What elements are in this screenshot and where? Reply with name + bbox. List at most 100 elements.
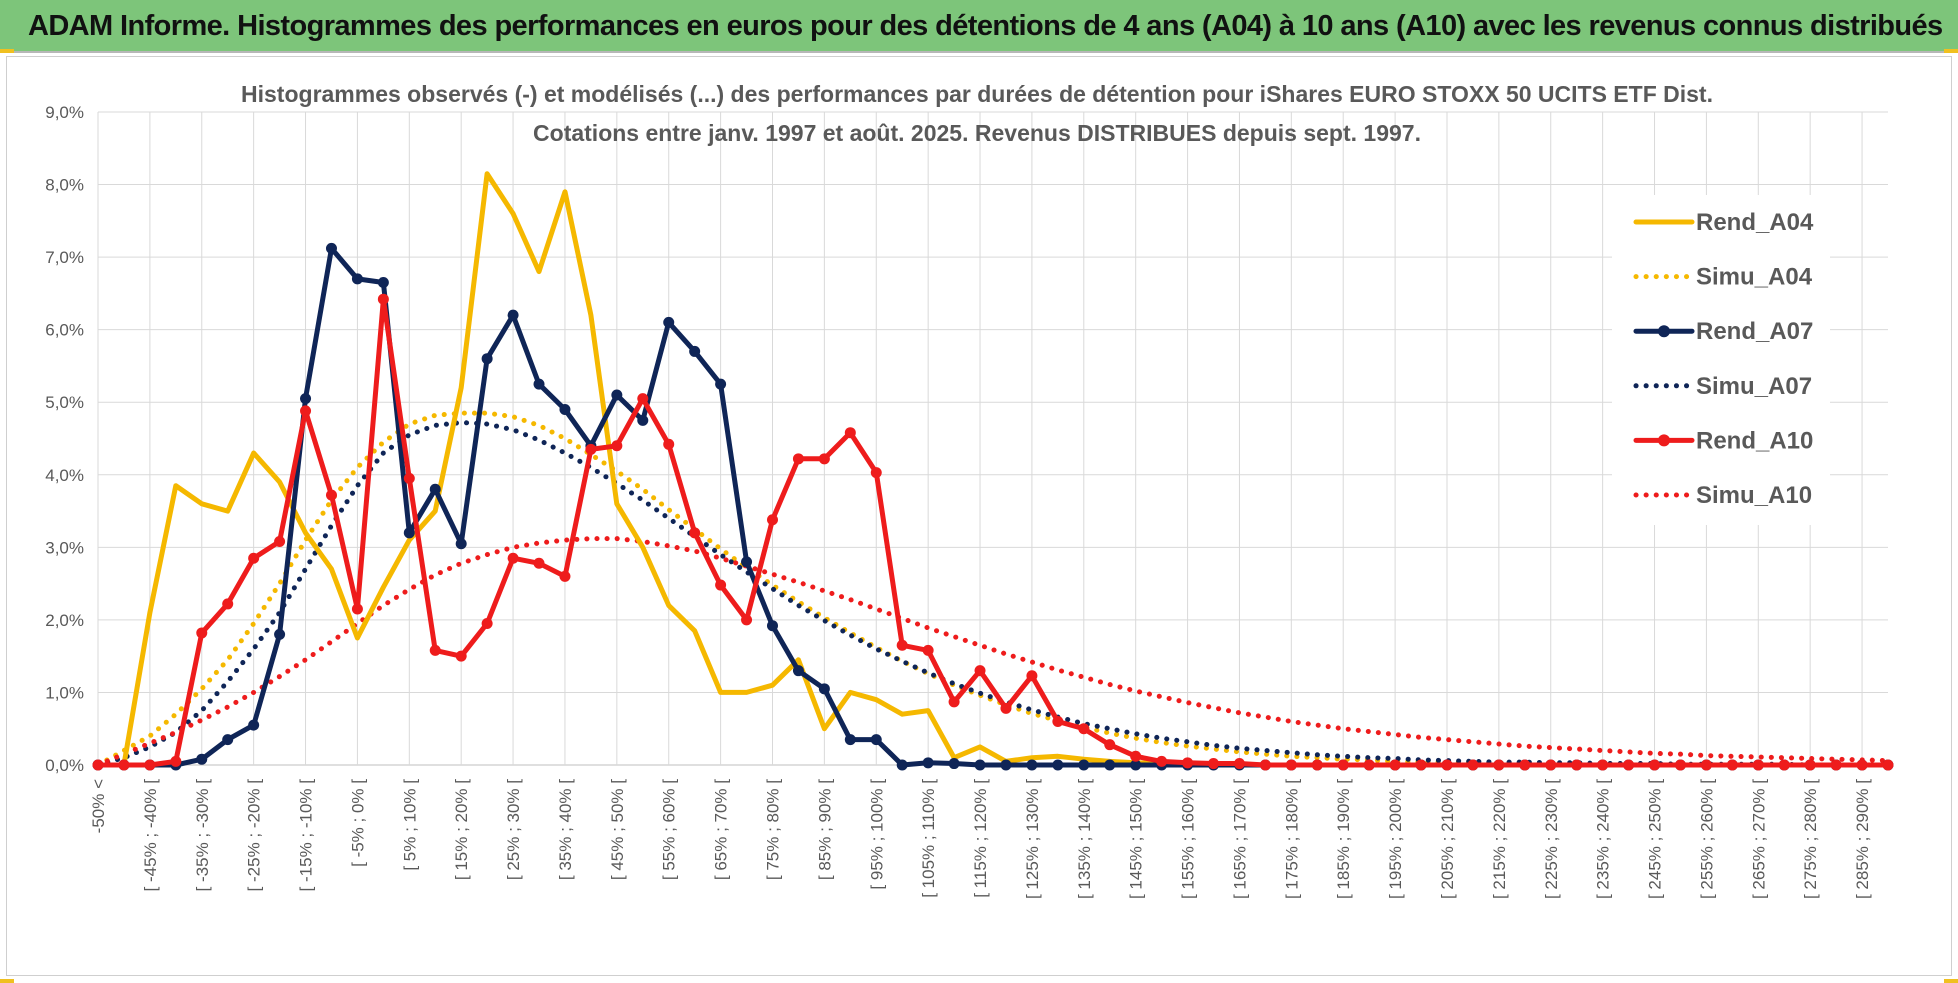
legend-label: Rend_A04 bbox=[1696, 209, 1814, 236]
x-tick-label: [ 5% ; 10% [ bbox=[400, 779, 419, 871]
series-layer bbox=[92, 171, 1894, 771]
data-point-rend-a10 bbox=[1752, 759, 1764, 771]
x-tick-label: [ 155% ; 160% [ bbox=[1179, 779, 1198, 899]
legend: Rend_A04 Simu_A04 Rend_A07 Simu_A07 Rend_A10… bbox=[1612, 195, 1830, 525]
data-point-rend-a10 bbox=[792, 453, 804, 465]
data-point-rend-a07 bbox=[533, 378, 545, 390]
data-point-rend-a10 bbox=[1856, 759, 1868, 771]
data-point-rend-a10 bbox=[637, 393, 649, 405]
x-tick-label: [ -5% ; 0% [ bbox=[348, 779, 367, 867]
legend-marker bbox=[1658, 434, 1670, 447]
data-point-rend-a10 bbox=[1285, 759, 1297, 771]
data-point-rend-a07 bbox=[1104, 759, 1116, 771]
data-point-rend-a10 bbox=[663, 438, 675, 450]
y-tick-label: 4,0% bbox=[45, 466, 84, 485]
x-tick-label: [ -35% ; -30% [ bbox=[193, 779, 212, 892]
x-tick-label: -50% < bbox=[89, 779, 108, 833]
data-point-rend-a10 bbox=[1804, 759, 1816, 771]
x-tick-label: [ 205% ; 210% [ bbox=[1438, 779, 1457, 899]
data-point-rend-a07 bbox=[300, 393, 312, 405]
data-point-rend-a07 bbox=[870, 734, 882, 746]
data-point-rend-a10 bbox=[1467, 759, 1479, 771]
x-tick-label: [ 35% ; 40% [ bbox=[556, 779, 575, 880]
x-tick-label: [ -25% ; -20% [ bbox=[245, 779, 264, 892]
data-point-rend-a07 bbox=[637, 414, 649, 426]
data-point-rend-a07 bbox=[715, 378, 727, 390]
corner-mark bbox=[1944, 979, 1958, 983]
data-point-rend-a10 bbox=[1597, 759, 1609, 771]
x-tick-label: [ 65% ; 70% [ bbox=[712, 779, 731, 880]
y-tick-label: 9,0% bbox=[45, 103, 84, 122]
data-point-rend-a10 bbox=[1778, 759, 1790, 771]
y-tick-label: 7,0% bbox=[45, 248, 84, 267]
y-tick-label: 5,0% bbox=[45, 393, 84, 412]
data-point-rend-a07 bbox=[663, 316, 675, 328]
data-point-rend-a10 bbox=[1208, 758, 1220, 770]
data-point-rend-a10 bbox=[481, 618, 493, 630]
y-tick-label: 0,0% bbox=[45, 756, 84, 775]
data-point-rend-a10 bbox=[1104, 739, 1116, 751]
data-point-rend-a07 bbox=[429, 483, 441, 495]
data-point-rend-a07 bbox=[1052, 759, 1064, 771]
data-point-rend-a10 bbox=[948, 696, 960, 708]
grid-lines bbox=[97, 111, 1888, 766]
data-point-rend-a10 bbox=[533, 557, 545, 569]
legend-label: Simu_A07 bbox=[1696, 373, 1812, 400]
x-tick-label: [ 195% ; 200% [ bbox=[1386, 779, 1405, 899]
data-point-rend-a10 bbox=[1026, 670, 1038, 682]
data-point-rend-a10 bbox=[222, 598, 234, 610]
legend-label: Rend_A10 bbox=[1696, 427, 1813, 454]
data-point-rend-a07 bbox=[766, 620, 778, 632]
data-point-rend-a07 bbox=[196, 753, 208, 765]
data-point-rend-a10 bbox=[1311, 759, 1323, 771]
data-point-rend-a10 bbox=[1182, 757, 1194, 769]
corner-mark bbox=[0, 979, 14, 983]
data-point-rend-a10 bbox=[1233, 758, 1245, 770]
data-point-rend-a07 bbox=[974, 759, 986, 771]
data-point-rend-a10 bbox=[896, 639, 908, 651]
data-point-rend-a10 bbox=[300, 405, 312, 417]
x-tick-label: [ 185% ; 190% [ bbox=[1334, 779, 1353, 899]
data-point-rend-a10 bbox=[741, 614, 753, 626]
data-point-rend-a07 bbox=[1000, 759, 1012, 771]
chart-title: Histogrammes observés (-) et modélisés (… bbox=[241, 81, 1713, 107]
data-point-rend-a10 bbox=[1623, 759, 1635, 771]
data-point-rend-a10 bbox=[144, 759, 156, 771]
data-point-rend-a10 bbox=[1337, 759, 1349, 771]
data-point-rend-a10 bbox=[1259, 759, 1271, 771]
data-point-rend-a10 bbox=[170, 755, 182, 767]
x-tick-label: [ 95% ; 100% [ bbox=[867, 779, 886, 890]
x-tick-label: [ 145% ; 150% [ bbox=[1127, 779, 1146, 899]
x-tick-label: [ -45% ; -40% [ bbox=[141, 779, 160, 892]
x-tick-label: [ 255% ; 260% [ bbox=[1697, 779, 1716, 899]
legend-label: Simu_A04 bbox=[1696, 264, 1813, 291]
data-point-rend-a07 bbox=[922, 757, 934, 769]
data-point-rend-a07 bbox=[351, 273, 363, 285]
y-tick-label: 8,0% bbox=[45, 176, 84, 195]
x-tick-label: [ 15% ; 20% [ bbox=[452, 779, 471, 880]
data-point-rend-a10 bbox=[1882, 759, 1894, 771]
data-point-rend-a07 bbox=[818, 683, 830, 695]
y-tick-label: 2,0% bbox=[45, 611, 84, 630]
x-tick-label: [ 125% ; 130% [ bbox=[1023, 779, 1042, 899]
data-point-rend-a10 bbox=[1078, 723, 1090, 735]
legend-label: Rend_A07 bbox=[1696, 318, 1813, 345]
data-point-rend-a10 bbox=[248, 552, 260, 564]
data-point-rend-a07 bbox=[1078, 759, 1090, 771]
report-title: ADAM Informe. Histogrammes des performan… bbox=[28, 10, 1943, 42]
data-point-rend-a07 bbox=[1026, 759, 1038, 771]
data-point-rend-a10 bbox=[1052, 715, 1064, 727]
data-point-rend-a07 bbox=[948, 758, 960, 770]
x-tick-label: [ 135% ; 140% [ bbox=[1075, 779, 1094, 899]
data-point-rend-a07 bbox=[689, 345, 701, 357]
data-point-rend-a07 bbox=[792, 665, 804, 677]
data-point-rend-a10 bbox=[974, 665, 986, 677]
data-point-rend-a07 bbox=[559, 403, 571, 415]
chart-subtitle: Cotations entre janv. 1997 et août. 2025… bbox=[533, 120, 1421, 146]
data-point-rend-a10 bbox=[1545, 759, 1557, 771]
x-tick-label: [ 235% ; 240% [ bbox=[1594, 779, 1613, 899]
x-tick-label: [ 75% ; 80% [ bbox=[763, 779, 782, 880]
data-point-rend-a10 bbox=[1830, 759, 1842, 771]
data-point-rend-a07 bbox=[844, 734, 856, 746]
x-tick-label: [ 215% ; 220% [ bbox=[1490, 779, 1509, 899]
